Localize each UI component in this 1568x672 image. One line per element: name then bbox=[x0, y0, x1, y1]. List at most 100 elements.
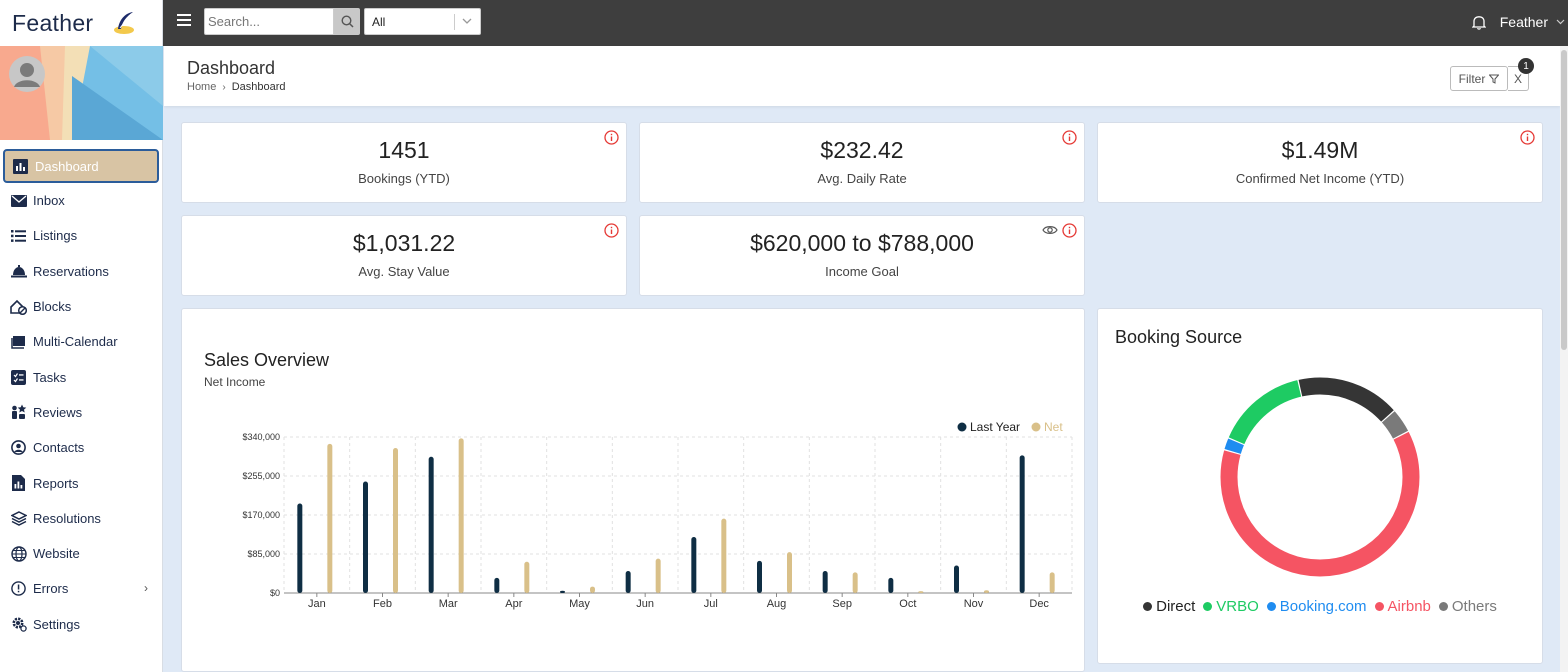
bar-last-year[interactable] bbox=[363, 481, 368, 593]
bar-net[interactable] bbox=[327, 443, 333, 593]
legend-item[interactable]: Direct bbox=[1143, 598, 1195, 615]
x-tick-label: Feb bbox=[373, 598, 392, 610]
bar-net[interactable] bbox=[590, 586, 595, 593]
legend-label[interactable]: Net bbox=[1044, 420, 1063, 434]
donut-slice-airbnb[interactable] bbox=[1220, 377, 1420, 577]
bar-last-year[interactable] bbox=[560, 590, 565, 593]
donut-slice-direct[interactable] bbox=[1220, 377, 1420, 577]
sidebar-item-reservations[interactable]: Reservations bbox=[0, 254, 162, 289]
bar-last-year[interactable] bbox=[954, 565, 959, 593]
scrollbar[interactable] bbox=[1560, 46, 1568, 672]
search-input[interactable] bbox=[204, 8, 334, 35]
eye-icon[interactable] bbox=[1042, 224, 1058, 236]
legend-item[interactable]: Booking.com bbox=[1266, 598, 1367, 615]
info-icon[interactable] bbox=[1062, 130, 1077, 145]
legend-item[interactable]: VRBO bbox=[1203, 598, 1259, 615]
kpi-label: Avg. Daily Rate bbox=[817, 171, 907, 186]
sidebar-item-dashboard[interactable]: Dashboard bbox=[3, 149, 159, 183]
legend-dot bbox=[957, 422, 967, 432]
x-tick-label: Jan bbox=[308, 598, 326, 610]
bar-net[interactable] bbox=[721, 518, 727, 593]
sidebar-item-label: Multi-Calendar bbox=[33, 334, 118, 350]
bar-net[interactable] bbox=[458, 438, 464, 593]
x-tick-label: Jun bbox=[636, 598, 654, 610]
sidebar-item-reviews[interactable]: Reviews bbox=[0, 395, 162, 430]
bar-last-year[interactable] bbox=[494, 577, 500, 593]
kpi-avg-daily-rate: $232.42 Avg. Daily Rate bbox=[639, 122, 1085, 203]
bell-icon[interactable] bbox=[1472, 15, 1486, 30]
info-icon[interactable] bbox=[1520, 130, 1535, 145]
kpi-value: 1451 bbox=[378, 137, 430, 163]
user-menu[interactable]: Feather bbox=[1499, 14, 1548, 30]
sidebar-item-listings[interactable]: Listings bbox=[0, 218, 162, 253]
bar-last-year[interactable] bbox=[888, 577, 894, 593]
select-divider bbox=[454, 14, 455, 30]
brand[interactable]: Feather bbox=[0, 0, 162, 46]
sidebar-item-website[interactable]: Website bbox=[0, 536, 162, 571]
sidebar-item-resolutions[interactable]: Resolutions bbox=[0, 501, 162, 536]
scrollbar-thumb[interactable] bbox=[1561, 50, 1567, 350]
sidebar-item-tasks[interactable]: Tasks bbox=[0, 359, 162, 394]
sidebar-item-errors[interactable]: Errors › bbox=[0, 571, 162, 606]
info-icon[interactable] bbox=[1062, 223, 1077, 238]
bar-last-year[interactable] bbox=[1019, 455, 1025, 593]
sidebar-item-label: Blocks bbox=[33, 299, 72, 315]
avatar[interactable] bbox=[9, 56, 45, 92]
filter-button-label: Filter bbox=[1458, 71, 1486, 86]
x-tick-label: Oct bbox=[899, 598, 916, 610]
review-icon bbox=[10, 404, 27, 421]
x-tick-label: Sep bbox=[832, 598, 852, 610]
booking-source-legend: Direct VRBO Booking.com Airbnb Others bbox=[1098, 598, 1542, 615]
sidebar-item-reports[interactable]: Reports bbox=[0, 465, 162, 500]
bar-net[interactable] bbox=[393, 448, 398, 593]
envelope-icon bbox=[10, 192, 27, 209]
bar-net[interactable] bbox=[655, 558, 661, 593]
breadcrumb: Home › Dashboard bbox=[187, 81, 286, 93]
breadcrumb-home[interactable]: Home bbox=[187, 81, 217, 93]
sidebar-item-contacts[interactable]: Contacts bbox=[0, 430, 162, 465]
search-button[interactable] bbox=[334, 8, 360, 35]
legend-item[interactable]: Airbnb bbox=[1374, 598, 1431, 615]
filter-button[interactable]: Filter bbox=[1450, 66, 1508, 91]
legend-label: Airbnb bbox=[1387, 598, 1431, 615]
sidebar-item-inbox[interactable]: Inbox bbox=[0, 183, 162, 218]
contact-icon bbox=[10, 439, 27, 456]
page-header: Dashboard Home › Dashboard Filter X 1 bbox=[164, 46, 1560, 106]
bar-net[interactable] bbox=[852, 572, 858, 593]
bar-net[interactable] bbox=[1049, 572, 1055, 593]
chevron-right-icon: › bbox=[144, 581, 148, 596]
sidebar-item-blocks[interactable]: Blocks bbox=[0, 289, 162, 324]
legend-item[interactable]: Others bbox=[1438, 598, 1497, 615]
house-block-icon bbox=[10, 298, 27, 315]
chevron-down-icon[interactable] bbox=[1556, 17, 1565, 26]
sidebar-item-settings[interactable]: Settings bbox=[0, 607, 162, 642]
sidebar-item-multi-calendar[interactable]: Multi-Calendar bbox=[0, 324, 162, 359]
profile-banner bbox=[0, 46, 163, 140]
bar-last-year[interactable] bbox=[625, 570, 631, 593]
hamburger-menu-icon[interactable] bbox=[177, 14, 191, 26]
page-title: Dashboard bbox=[187, 58, 276, 78]
bar-last-year[interactable] bbox=[757, 560, 762, 593]
legend-label: VRBO bbox=[1216, 598, 1259, 615]
bar-last-year[interactable] bbox=[822, 570, 828, 593]
scope-select[interactable]: All bbox=[364, 8, 481, 35]
bar-net[interactable] bbox=[984, 590, 989, 593]
legend-label: Direct bbox=[1156, 598, 1196, 615]
x-tick-label: Apr bbox=[505, 598, 522, 610]
y-tick-label: $255,000 bbox=[242, 471, 280, 481]
bar-net[interactable] bbox=[787, 552, 792, 593]
bar-net[interactable] bbox=[524, 561, 530, 593]
legend-dot bbox=[1438, 602, 1448, 611]
info-icon[interactable] bbox=[604, 130, 619, 145]
bar-last-year[interactable] bbox=[297, 503, 303, 593]
x-tick-label: Aug bbox=[767, 598, 787, 610]
bar-net[interactable] bbox=[918, 591, 924, 593]
x-tick-label: Dec bbox=[1029, 598, 1049, 610]
breadcrumb-current: Dashboard bbox=[231, 81, 286, 93]
info-icon[interactable] bbox=[604, 223, 619, 238]
legend-label[interactable]: Last Year bbox=[970, 420, 1020, 434]
kpi-bookings: 1451 Bookings (YTD) bbox=[181, 122, 627, 203]
bar-last-year[interactable] bbox=[691, 537, 697, 593]
bar-last-year[interactable] bbox=[428, 456, 434, 593]
kpi-confirmed-net-income: $1.49M Confirmed Net Income (YTD) bbox=[1097, 122, 1543, 203]
